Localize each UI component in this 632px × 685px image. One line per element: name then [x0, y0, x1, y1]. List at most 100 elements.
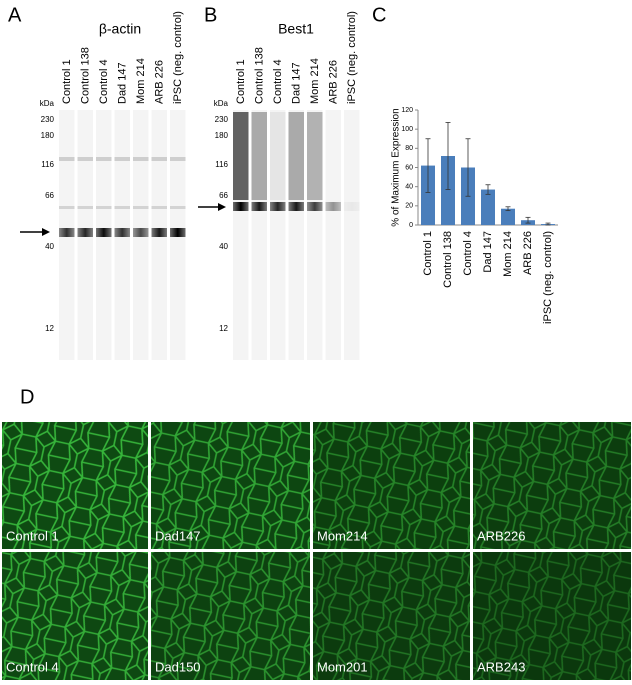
micrograph	[2, 552, 148, 680]
band	[170, 228, 186, 237]
panel-letter: B	[204, 4, 217, 26]
micrograph	[151, 552, 310, 680]
lane-label: Control 4	[98, 59, 110, 104]
band	[251, 202, 267, 211]
smear	[233, 112, 249, 200]
y-tick-label: 100	[401, 126, 413, 133]
smear	[251, 112, 267, 200]
image-label: Mom201	[317, 659, 368, 674]
panel-title: β-actin	[99, 21, 141, 37]
lane	[325, 110, 341, 360]
error-bar	[485, 184, 491, 195]
micrograph-shade	[151, 552, 310, 680]
faint-band	[170, 157, 186, 161]
kda-tick-label: 116	[215, 160, 228, 169]
image-label: Dad147	[155, 528, 201, 543]
lane-label: iPSC (neg. control)	[346, 11, 358, 104]
panel-letter: C	[372, 4, 386, 26]
kda-tick-label: 180	[215, 131, 229, 140]
lane	[270, 110, 286, 360]
lane-label: iPSC (neg. control)	[172, 11, 184, 104]
y-tick-label: 40	[405, 184, 413, 191]
smear	[288, 112, 304, 200]
micrograph-shade	[313, 422, 470, 549]
kda-tick-label: 230	[215, 115, 229, 124]
lane-label: ARB 226	[328, 60, 340, 104]
panel-title: Best1	[278, 21, 314, 37]
lane-label: Control 1	[235, 59, 247, 104]
bar	[421, 165, 435, 225]
band	[59, 228, 75, 237]
band	[114, 228, 130, 237]
error-bar	[425, 138, 431, 193]
lane-label: Dad 147	[117, 62, 129, 104]
kda-tick-label: 66	[45, 191, 54, 200]
faint-band	[133, 157, 149, 161]
kda-tick-label: 40	[45, 242, 54, 251]
image-label: Mom214	[317, 528, 368, 543]
faint-band	[151, 157, 167, 161]
band	[344, 202, 360, 211]
x-tick-label: Dad 147	[482, 231, 494, 273]
faint-band	[59, 157, 75, 161]
y-axis-label: % of Maximum Expression	[391, 108, 402, 226]
band	[151, 228, 167, 237]
faint-band	[151, 206, 167, 209]
faint-band	[114, 206, 130, 209]
x-tick-label: Mom 214	[502, 231, 514, 277]
y-tick-label: 60	[405, 164, 413, 171]
lane	[288, 110, 304, 360]
lane-label: Control 1	[61, 59, 73, 104]
band	[288, 202, 304, 211]
panel-letter: A	[8, 4, 22, 26]
bar	[481, 189, 495, 225]
error-bar	[545, 222, 551, 226]
image-label: Dad150	[155, 659, 201, 674]
kda-tick-label: 180	[41, 131, 55, 140]
error-bar	[525, 216, 531, 224]
kda-label: kDa	[40, 99, 55, 108]
lane-label: Control 138	[254, 47, 266, 104]
micrograph	[473, 422, 631, 549]
kda-tick-label: 12	[45, 324, 54, 333]
micrograph	[313, 552, 470, 680]
micrograph	[151, 422, 310, 549]
image-label: ARB226	[477, 528, 525, 543]
x-tick-label: Control 138	[442, 231, 454, 288]
x-tick-label: iPSC (neg. control)	[542, 231, 554, 324]
band	[307, 202, 323, 211]
kda-tick-label: 12	[219, 324, 228, 333]
micrograph	[2, 422, 148, 549]
faint-band	[96, 157, 112, 161]
lane-label: ARB 226	[154, 60, 166, 104]
faint-band	[133, 206, 149, 209]
faint-band	[170, 206, 186, 209]
kda-tick-label: 116	[41, 160, 54, 169]
bar	[501, 208, 515, 225]
bar	[441, 156, 455, 225]
kda-tick-label: 230	[41, 115, 55, 124]
micrograph-shade	[2, 552, 148, 680]
micrograph-shade	[313, 552, 470, 680]
panel-letter: D	[20, 386, 34, 408]
micrograph-shade	[151, 422, 310, 549]
image-label: Control 1	[6, 528, 59, 543]
arrow-head	[218, 203, 226, 211]
micrograph-shade	[473, 552, 631, 680]
lane	[307, 110, 323, 360]
faint-band	[96, 206, 112, 209]
micrograph-shade	[473, 422, 631, 549]
x-tick-label: Control 1	[422, 231, 434, 276]
band	[270, 202, 286, 211]
band	[133, 228, 149, 237]
lane-label: Control 4	[272, 59, 284, 104]
smear	[307, 112, 323, 200]
lane-label: Dad 147	[291, 62, 303, 104]
faint-band	[114, 157, 130, 161]
image-label: ARB243	[477, 659, 525, 674]
y-tick-label: 0	[409, 222, 413, 229]
band	[96, 228, 112, 237]
image-label: Control 4	[6, 659, 59, 674]
lane	[251, 110, 267, 360]
